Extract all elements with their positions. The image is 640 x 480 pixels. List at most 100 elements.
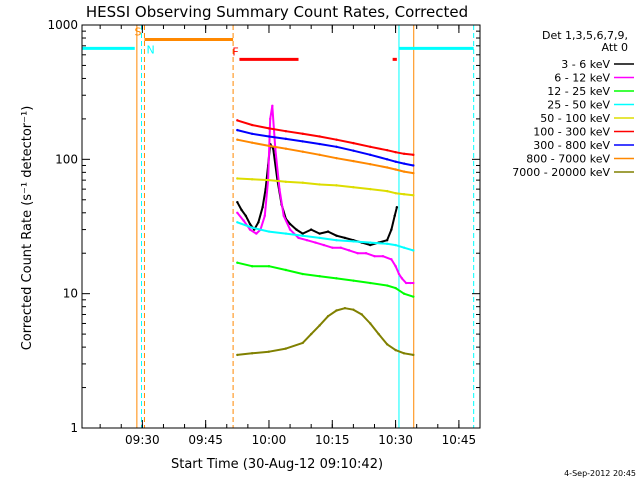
x-tick-label-4: 10:15 — [315, 433, 350, 447]
series-6-point-12 — [412, 164, 415, 167]
series-2-point-7 — [352, 279, 355, 282]
series-8-point-5 — [309, 332, 313, 336]
series-4-point-12 — [412, 194, 415, 197]
series-4-point-4 — [301, 181, 304, 184]
series-8-point-9 — [343, 306, 347, 310]
series-8-point-10 — [352, 308, 355, 311]
series-1-point-0 — [236, 211, 239, 214]
series-2-point-10 — [394, 286, 397, 290]
series-0-point-27 — [390, 228, 393, 231]
series-3-point-12 — [412, 249, 415, 252]
legend-header-line1: Det 1,3,5,6,7,9, — [542, 29, 628, 42]
series-2-point-4 — [301, 272, 304, 276]
axes: 09:30 09:45 10:00 10:15 10:30 10:45 1 10 100 1000 — [47, 18, 481, 447]
legend-label-3: 25 - 50 keV — [547, 99, 610, 112]
series-7-point-8 — [369, 162, 372, 166]
series-6-point-3 — [284, 137, 288, 141]
series-4-point-3 — [284, 180, 288, 184]
series-3-point-0 — [236, 221, 239, 224]
series-7-point-11 — [402, 170, 406, 173]
series-5-point-1 — [250, 123, 254, 127]
series-1-point-17 — [331, 246, 334, 249]
series-0-point-0 — [236, 200, 239, 204]
series-8-point-16 — [402, 352, 406, 355]
saa_bar-label: S — [134, 25, 141, 38]
series-0-point-7 — [264, 187, 267, 191]
series-8-point-11 — [360, 313, 364, 316]
series-1-point-30 — [412, 281, 415, 285]
series-5-point-8 — [369, 145, 372, 148]
series-1-point-11 — [282, 214, 285, 217]
series-0-point-16 — [301, 232, 304, 235]
series-1-point-1 — [242, 219, 245, 222]
series-8-point-15 — [394, 348, 397, 352]
x-tick-label-3: 10:00 — [252, 433, 287, 447]
series-1-point-5 — [263, 214, 266, 217]
x-axis-label: Start Time (30-Aug-12 09:10:42) — [171, 457, 383, 472]
series-7-point-10 — [394, 168, 397, 171]
series-4-point-6 — [335, 184, 338, 187]
series-1-point-23 — [381, 255, 385, 258]
series-1-point-14 — [305, 239, 309, 242]
series-line-0 — [236, 143, 398, 247]
series-6-point-9 — [385, 158, 389, 161]
series-5-point-0 — [236, 119, 239, 122]
series-2-point-3 — [284, 268, 288, 272]
series-5-point-5 — [318, 135, 321, 138]
legend-label-7: 800 - 7000 keV — [526, 153, 610, 166]
series-6-point-6 — [335, 145, 338, 148]
series-4-point-2 — [267, 178, 271, 182]
series-1-point-24 — [390, 258, 393, 261]
series-1-point-19 — [347, 249, 351, 252]
series-5-point-7 — [352, 141, 355, 145]
series-0-point-10 — [271, 147, 275, 150]
series-1-point-13 — [297, 236, 300, 240]
series-4-point-8 — [369, 187, 372, 191]
series-6-point-5 — [318, 142, 321, 146]
series-7-point-3 — [284, 147, 288, 150]
legend-label-6: 300 - 800 keV — [533, 139, 610, 152]
y-tick-label-1: 10 — [63, 287, 78, 301]
series-4-point-0 — [236, 177, 239, 180]
series-6-point-2 — [267, 135, 271, 138]
legend-label-4: 50 - 100 keV — [540, 112, 610, 125]
series-3-point-6 — [335, 239, 338, 242]
series-1-point-21 — [364, 252, 368, 255]
series-1-point-22 — [373, 255, 376, 258]
series-6-point-10 — [394, 160, 397, 163]
series-2-point-6 — [335, 277, 338, 280]
series-1-point-16 — [322, 243, 326, 247]
legend-label-5: 100 - 300 keV — [533, 126, 610, 139]
series-0-point-28 — [393, 214, 396, 217]
series-6-point-7 — [352, 149, 355, 152]
series-0-point-17 — [309, 228, 313, 231]
series-1-point-12 — [288, 228, 292, 231]
legend-label-2: 12 - 25 keV — [547, 85, 610, 98]
flare_bar-label: F — [232, 45, 238, 58]
series-7-point-6 — [335, 156, 338, 160]
series-7-point-12 — [412, 171, 415, 175]
series-1-point-9 — [274, 147, 277, 150]
series-0-point-15 — [295, 228, 298, 231]
series-2-point-9 — [385, 284, 389, 287]
series-3-point-10 — [394, 243, 397, 247]
series-4-point-10 — [394, 191, 397, 195]
series-line-8 — [237, 307, 414, 356]
series-4-point-11 — [402, 193, 406, 196]
series-3-point-9 — [385, 242, 389, 246]
series-5-point-2 — [267, 127, 271, 130]
legend-label-8: 7000 - 20000 keV — [512, 166, 610, 179]
series-0-point-29 — [395, 206, 399, 209]
series-5-point-6 — [335, 138, 338, 141]
legend-header-line2: Att 0 — [602, 41, 628, 54]
series-0-point-18 — [318, 232, 321, 235]
y-axis-label: Corrected Count Rate (s⁻¹ detector⁻¹) — [20, 106, 35, 351]
series-8-point-17 — [412, 353, 415, 357]
series-7-point-2 — [267, 144, 271, 148]
series-2-point-5 — [318, 274, 321, 278]
x-tick-label-5: 10:30 — [378, 433, 413, 447]
series-0-point-14 — [288, 222, 292, 226]
series-8-point-3 — [284, 347, 288, 350]
